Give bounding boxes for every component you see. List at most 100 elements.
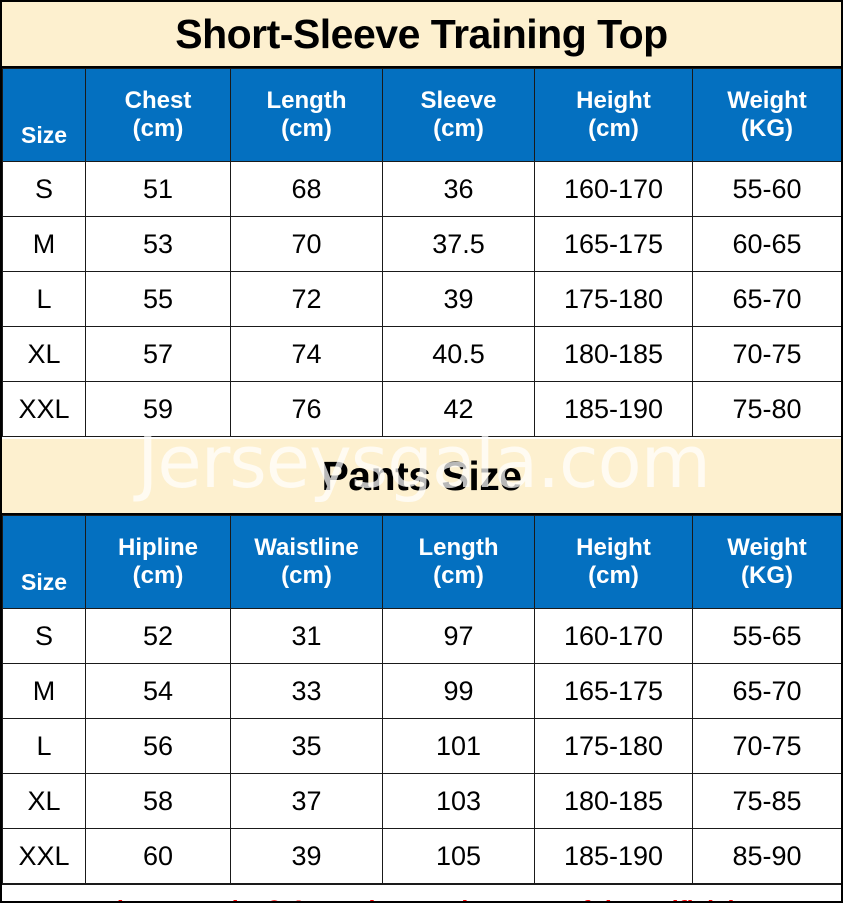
table-row: M 53 70 37.5 165-175 60-65 [2,216,841,272]
cell-height: 180-185 [534,773,693,829]
pants-header-waistline: Waistline (cm) [230,515,383,609]
cell-weight: 55-60 [692,161,841,217]
cell-weight: 70-75 [692,718,841,774]
cell-sleeve: 42 [382,381,535,437]
table-row: S 51 68 36 160-170 55-60 [2,161,841,217]
cell-size: L [2,271,86,327]
cell-length: 105 [382,828,535,884]
cell-length: 101 [382,718,535,774]
pants-header-weight-label: Weight [727,534,807,562]
cell-weight: 60-65 [692,216,841,272]
top-header-height-label: Height [576,87,651,115]
pants-header-height: Height (cm) [534,515,693,609]
top-table-header-row: Size Chest (cm) Length (cm) Sleeve (cm) [2,68,841,162]
pants-header-height-label: Height [576,534,651,562]
cell-height: 185-190 [534,828,693,884]
cell-height: 175-180 [534,271,693,327]
cell-length: 103 [382,773,535,829]
top-header-chest: Chest (cm) [85,68,231,162]
cell-size: XL [2,326,86,382]
top-header-size-label: Size [20,122,68,149]
cell-sleeve: 37.5 [382,216,535,272]
cell-height: 185-190 [534,381,693,437]
table-row: XL 57 74 40.5 180-185 70-75 [2,326,841,382]
cell-weight: 65-70 [692,271,841,327]
top-header-chest-unit: (cm) [132,115,184,142]
cell-height: 160-170 [534,161,693,217]
cell-hipline: 52 [85,608,231,664]
cell-sleeve: 39 [382,271,535,327]
pants-table-header-row: Size Hipline (cm) Waistline (cm) Length … [2,515,841,609]
top-section: Short-Sleeve Training Top Size Chest (cm… [2,2,841,437]
pants-header-hipline-label: Hipline [117,534,198,562]
top-header-height-unit: (cm) [588,115,639,142]
cell-size: XXL [2,828,86,884]
table-row: M 54 33 99 165-175 65-70 [2,663,841,719]
top-header-length-unit: (cm) [281,115,332,142]
top-header-weight-label: Weight [727,87,807,115]
cell-height: 165-175 [534,216,693,272]
table-row: XL 58 37 103 180-185 75-85 [2,773,841,829]
pants-header-length-unit: (cm) [433,562,484,589]
cell-chest: 59 [85,381,231,437]
cell-size: M [2,663,86,719]
cell-chest: 57 [85,326,231,382]
cell-height: 175-180 [534,718,693,774]
table-row: XXL 60 39 105 185-190 85-90 [2,828,841,884]
cell-chest: 55 [85,271,231,327]
cell-weight: 75-85 [692,773,841,829]
pants-header-length-label: Length [418,534,499,562]
cell-chest: 51 [85,161,231,217]
cell-weight: 85-90 [692,828,841,884]
table-row: S 52 31 97 160-170 55-65 [2,608,841,664]
cell-weight: 70-75 [692,326,841,382]
pants-header-weight: Weight (KG) [692,515,841,609]
cell-size: XXL [2,381,86,437]
pants-header-weight-unit: (KG) [741,562,793,589]
cell-length: 74 [230,326,383,382]
pants-header-waistline-unit: (cm) [281,562,332,589]
pants-header-hipline: Hipline (cm) [85,515,231,609]
cell-sleeve: 40.5 [382,326,535,382]
pants-header-hipline-unit: (cm) [132,562,184,589]
cell-size: XL [2,773,86,829]
cell-size: S [2,608,86,664]
top-header-sleeve-unit: (cm) [433,115,484,142]
top-header-length-label: Length [266,87,347,115]
cell-waistline: 39 [230,828,383,884]
cell-waistline: 37 [230,773,383,829]
cell-height: 160-170 [534,608,693,664]
cell-size: S [2,161,86,217]
top-header-length: Length (cm) [230,68,383,162]
top-header-chest-label: Chest [124,87,192,115]
cell-length: 76 [230,381,383,437]
top-section-title: Short-Sleeve Training Top [2,2,841,68]
pants-table-body: S 52 31 97 160-170 55-65 M 54 33 99 165-… [2,608,841,884]
cell-hipline: 54 [85,663,231,719]
cell-waistline: 31 [230,608,383,664]
cell-length: 99 [382,663,535,719]
table-row: XXL 59 76 42 185-190 75-80 [2,381,841,437]
pants-header-length: Length (cm) [382,515,535,609]
cell-chest: 53 [85,216,231,272]
top-header-sleeve: Sleeve (cm) [382,68,535,162]
pants-size-table: Size Hipline (cm) Waistline (cm) Length … [2,515,841,884]
pants-header-size-label: Size [20,569,68,596]
cell-height: 180-185 [534,326,693,382]
cell-waistline: 33 [230,663,383,719]
top-header-weight: Weight (KG) [692,68,841,162]
table-row: L 56 35 101 175-180 70-75 [2,718,841,774]
cell-hipline: 60 [85,828,231,884]
cell-hipline: 58 [85,773,231,829]
cell-length: 97 [382,608,535,664]
cell-length: 70 [230,216,383,272]
cell-weight: 65-70 [692,663,841,719]
pants-header-waistline-label: Waistline [254,534,359,562]
cell-height: 165-175 [534,663,693,719]
cell-waistline: 35 [230,718,383,774]
top-header-height: Height (cm) [534,68,693,162]
top-size-table: Size Chest (cm) Length (cm) Sleeve (cm) [2,68,841,437]
cell-length: 68 [230,161,383,217]
cell-length: 72 [230,271,383,327]
